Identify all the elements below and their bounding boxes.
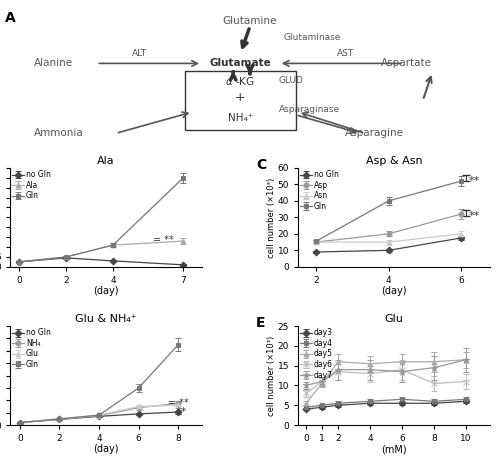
X-axis label: (day): (day) xyxy=(93,286,119,296)
Text: A: A xyxy=(5,11,16,25)
Text: +: + xyxy=(235,91,246,104)
Text: Asparagine: Asparagine xyxy=(344,128,404,138)
X-axis label: (day): (day) xyxy=(382,286,407,296)
Legend: no Gln, Ala, Gln: no Gln, Ala, Gln xyxy=(12,170,51,200)
Y-axis label: cell number (×10³): cell number (×10³) xyxy=(267,335,276,416)
X-axis label: (day): (day) xyxy=(93,444,119,454)
Text: Asparaginase: Asparaginase xyxy=(279,105,340,114)
Text: = **: = ** xyxy=(168,399,189,409)
Title: Asp & Asn: Asp & Asn xyxy=(366,156,422,166)
Legend: no Gln, NH₄, Glu, Gln: no Gln, NH₄, Glu, Gln xyxy=(12,329,51,369)
Text: Ammonia: Ammonia xyxy=(34,128,84,138)
Text: $\alpha$ -KG: $\alpha$ -KG xyxy=(226,74,256,86)
Text: AST: AST xyxy=(338,49,354,58)
Text: Alanine: Alanine xyxy=(34,58,73,69)
Text: **: ** xyxy=(468,176,479,186)
Text: C: C xyxy=(256,158,266,172)
X-axis label: (mM): (mM) xyxy=(381,444,407,454)
Title: Glu & NH₄⁺: Glu & NH₄⁺ xyxy=(75,314,137,324)
Text: Glutamate: Glutamate xyxy=(210,58,272,69)
Text: E: E xyxy=(256,316,266,330)
Title: Ala: Ala xyxy=(97,156,115,166)
Text: Glutamine: Glutamine xyxy=(223,16,277,27)
Text: GLUD: GLUD xyxy=(279,76,303,85)
Text: **: ** xyxy=(176,407,186,417)
Text: Glutaminase: Glutaminase xyxy=(284,33,341,42)
Text: Aspartate: Aspartate xyxy=(382,58,432,69)
Title: Glu: Glu xyxy=(384,314,404,324)
Legend: day3, day4, day5, day6, day7: day3, day4, day5, day6, day7 xyxy=(300,329,333,380)
FancyBboxPatch shape xyxy=(185,71,296,130)
Text: = **: = ** xyxy=(153,235,174,245)
Y-axis label: cell number (×10³): cell number (×10³) xyxy=(267,177,276,257)
Legend: no Gln, Asp, Asn, Gln: no Gln, Asp, Asn, Gln xyxy=(300,170,339,211)
Text: ALT: ALT xyxy=(132,49,147,58)
Text: **: ** xyxy=(468,211,479,221)
Text: NH₄⁺: NH₄⁺ xyxy=(228,113,253,122)
